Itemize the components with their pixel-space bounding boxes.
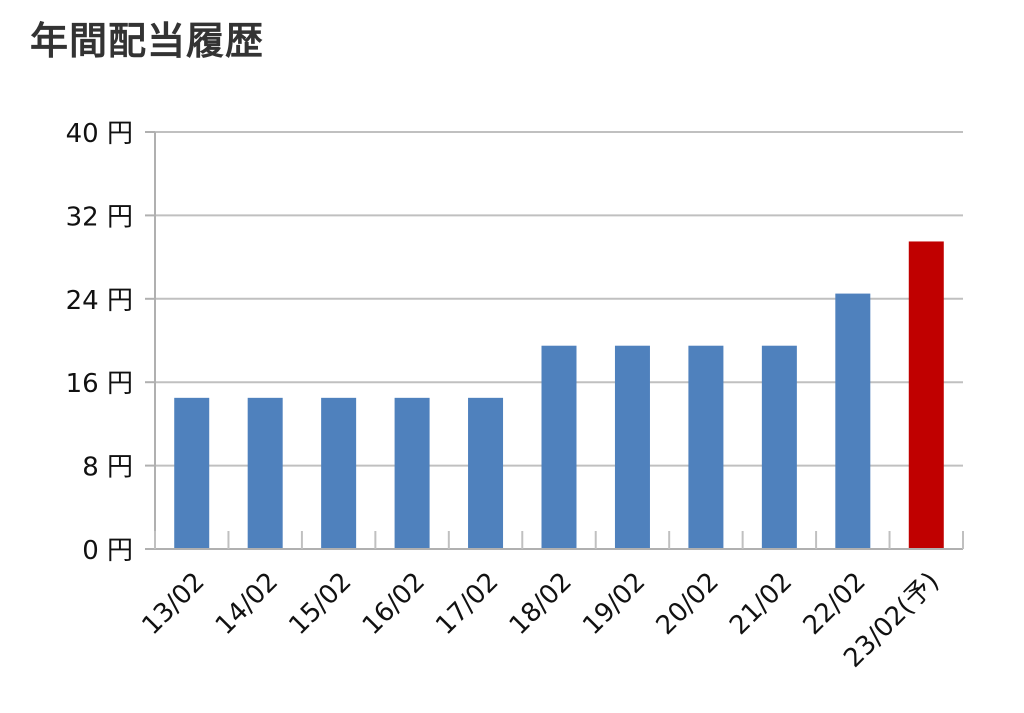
y-tick-labels: 0 円 8 円 16 円 24 円 32 円 40 円 [66, 119, 133, 566]
bar-21/02 [761, 345, 797, 549]
x-tick-label: 19/02 [577, 567, 651, 641]
bar-15/02 [321, 397, 357, 549]
bar-23/02(予) [908, 241, 944, 549]
bar-20/02 [688, 345, 724, 549]
bar-19/02 [614, 345, 650, 549]
x-tick-labels: 13/02 14/02 15/02 16/02 17/02 18/02 19/02 20/02… [136, 567, 945, 674]
x-tick-label: 15/02 [283, 567, 357, 641]
axes [145, 131, 964, 550]
bar-16/02 [394, 397, 430, 549]
x-tick-label: 20/02 [651, 567, 725, 641]
bar-14/02 [247, 397, 283, 549]
y-tick-label: 0 円 [82, 536, 133, 566]
bar-18/02 [541, 345, 577, 549]
y-tick-label: 16 円 [66, 369, 133, 399]
y-tick-label: 32 円 [66, 202, 133, 232]
bars [174, 241, 944, 549]
bar-17/02 [468, 397, 504, 549]
chart-title: 年間配当履歴 [30, 19, 265, 63]
x-tick-label: 21/02 [724, 567, 798, 641]
x-tick-label: 18/02 [504, 567, 578, 641]
bar-22/02 [835, 293, 871, 549]
y-tick-label: 24 円 [66, 286, 133, 316]
y-tick-label: 8 円 [82, 453, 133, 483]
y-tick-label: 40 円 [66, 119, 133, 149]
x-tick-label: 16/02 [357, 567, 431, 641]
x-tick-label: 13/02 [136, 567, 210, 641]
x-tick-label: 17/02 [430, 567, 504, 641]
x-tick-label: 14/02 [210, 567, 284, 641]
bar-13/02 [174, 397, 210, 549]
